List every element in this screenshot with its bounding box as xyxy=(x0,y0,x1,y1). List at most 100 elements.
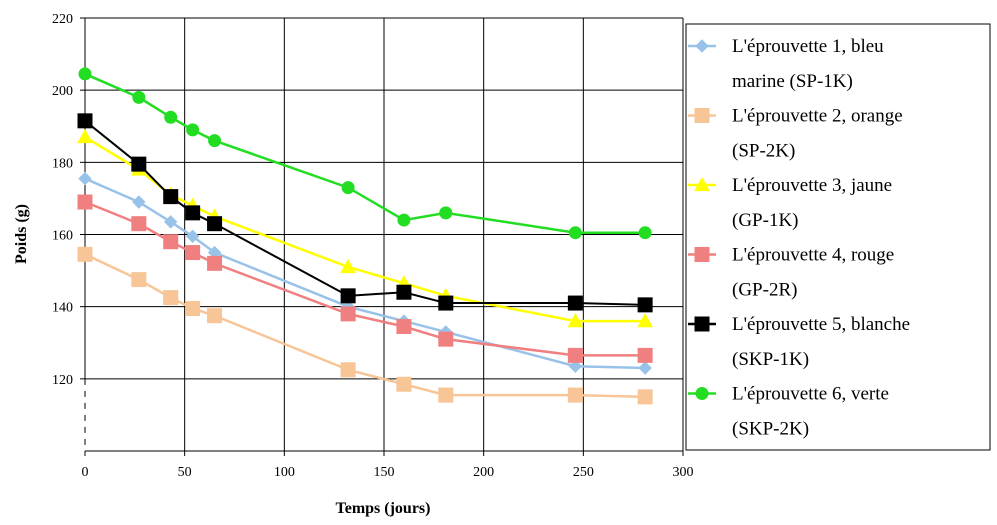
data-point xyxy=(396,319,412,335)
series-line xyxy=(84,253,646,399)
legend-item: L'éprouvette 6, verte (SKP-2K) xyxy=(688,384,889,440)
data-point xyxy=(396,376,412,392)
y-tick-label: 160 xyxy=(52,229,73,244)
x-tick-label: 150 xyxy=(374,465,395,480)
data-point xyxy=(131,156,147,172)
series-line xyxy=(84,120,646,306)
data-point xyxy=(567,313,584,328)
data-point xyxy=(77,129,93,144)
series-6 xyxy=(78,67,652,240)
data-point xyxy=(638,226,652,240)
data-point xyxy=(77,194,93,210)
legend-label: L'éprouvette 4, rouge xyxy=(732,245,894,266)
x-tick-label: 200 xyxy=(473,465,494,480)
x-tick-label: 50 xyxy=(178,465,192,480)
series-line xyxy=(84,136,646,323)
data-point xyxy=(568,226,582,240)
legend-box xyxy=(685,23,991,451)
data-point xyxy=(77,113,93,129)
data-point xyxy=(567,347,583,363)
legend-label: marine (SP-1K) xyxy=(732,71,853,92)
data-point xyxy=(78,67,92,81)
legend-label: L'éprouvette 5, blanche xyxy=(732,314,910,335)
series-line xyxy=(84,72,646,234)
series-5 xyxy=(77,113,653,313)
y-tick-label: 180 xyxy=(52,156,73,171)
data-point xyxy=(340,362,356,378)
x-tick-label: 0 xyxy=(82,465,89,480)
data-point xyxy=(438,295,454,311)
series-line xyxy=(84,200,646,357)
data-point xyxy=(132,90,146,104)
data-point xyxy=(163,234,179,250)
series-4 xyxy=(77,194,653,363)
data-point xyxy=(131,272,147,288)
legend-item: L'éprouvette 1, bleu marine (SP-1K) xyxy=(688,36,884,92)
data-point xyxy=(164,215,178,229)
data-point xyxy=(164,110,178,124)
data-point xyxy=(438,387,454,403)
legend-label: L'éprouvette 2, orange xyxy=(732,106,903,127)
data-point xyxy=(567,295,583,311)
data-point xyxy=(132,195,146,209)
data-point xyxy=(568,359,583,373)
data-point xyxy=(131,216,147,232)
data-point xyxy=(77,246,93,262)
data-point xyxy=(163,189,179,205)
data-point xyxy=(567,387,583,403)
data-point xyxy=(185,229,200,244)
y-axis-title: Poids (g) xyxy=(13,204,30,264)
legend-label: (GP-2R) xyxy=(732,280,797,301)
x-tick-label: 100 xyxy=(274,465,295,480)
data-point xyxy=(185,245,201,261)
data-point xyxy=(439,206,453,220)
legend-marker xyxy=(695,387,709,400)
y-tick-label: 200 xyxy=(52,84,73,99)
legend-label: (SKP-1K) xyxy=(732,349,809,370)
legend-marker xyxy=(694,316,710,332)
legend-marker xyxy=(694,108,710,123)
data-point xyxy=(207,216,223,232)
y-tick-label: 140 xyxy=(52,301,73,316)
legend-label: L'éprouvette 1, bleu xyxy=(732,36,884,57)
legend-marker xyxy=(694,176,710,192)
series-line xyxy=(84,177,646,370)
data-point xyxy=(78,171,92,186)
data-point xyxy=(340,258,356,274)
series-2 xyxy=(77,246,653,405)
data-point xyxy=(637,297,653,313)
data-point xyxy=(396,284,412,300)
data-point xyxy=(185,205,201,221)
data-point xyxy=(340,306,356,322)
data-point xyxy=(208,134,222,148)
axes: 0 50 100 150 200 250 300 120 140 160 180 200 220 xyxy=(52,12,694,480)
data-point xyxy=(638,361,652,375)
x-axis-title: Temps (jours) xyxy=(336,500,431,517)
legend-marker xyxy=(694,247,710,262)
legend-item: L'éprouvette 5, blanche (SKP-1K) xyxy=(688,314,910,370)
data-point xyxy=(185,300,201,316)
data-point xyxy=(637,347,653,363)
x-tick-label: 250 xyxy=(573,465,594,480)
y-tick-label: 220 xyxy=(52,12,73,27)
data-point xyxy=(340,288,356,304)
legend-label: (SKP-2K) xyxy=(732,419,809,440)
y-tick-label: 120 xyxy=(52,373,73,388)
series-group xyxy=(77,67,653,405)
x-tick-label: 300 xyxy=(673,465,694,480)
legend-label: (GP-1K) xyxy=(732,210,799,231)
legend-item: L'éprouvette 3, jaune (GP-1K) xyxy=(688,175,892,231)
legend-label: L'éprouvette 3, jaune xyxy=(732,175,892,196)
data-point xyxy=(637,389,653,405)
data-point xyxy=(163,290,179,306)
data-point xyxy=(438,331,454,347)
data-point xyxy=(207,255,223,271)
data-point xyxy=(207,308,223,324)
data-point xyxy=(637,313,653,328)
legend-label: (SP-2K) xyxy=(732,141,795,162)
data-point xyxy=(397,213,411,227)
